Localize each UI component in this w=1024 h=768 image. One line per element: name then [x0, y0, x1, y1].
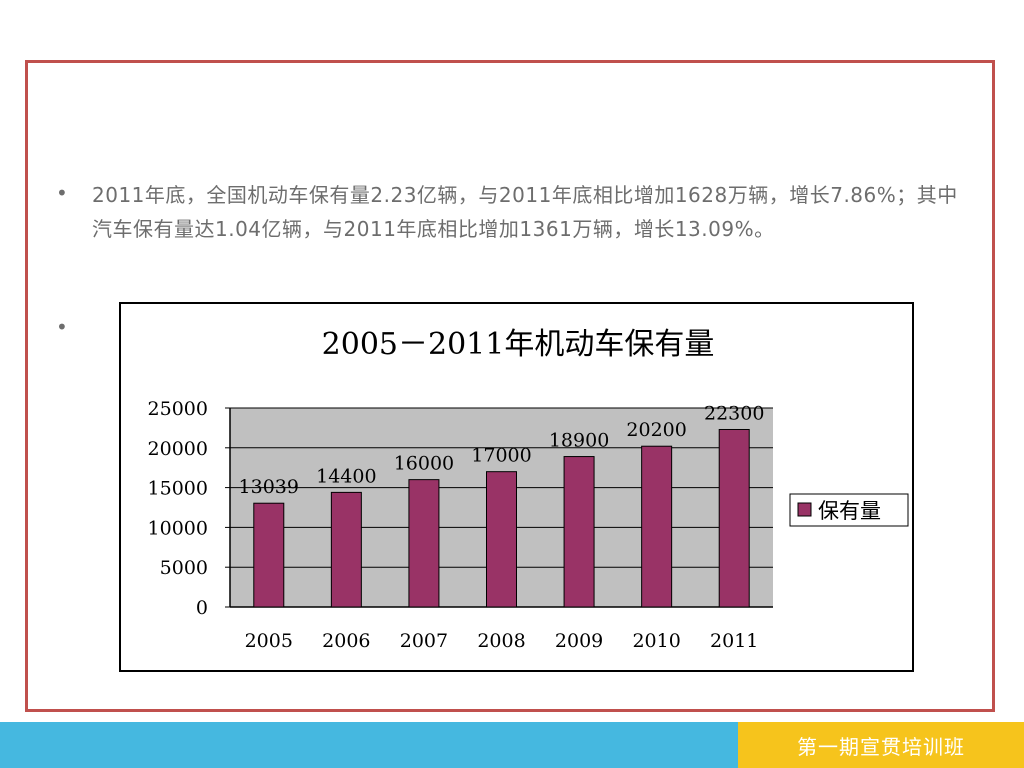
data-label-2005: 13039 — [239, 476, 299, 498]
x-tick-label-2008: 2008 — [477, 630, 525, 652]
x-tick-label-2005: 2005 — [245, 630, 293, 652]
bar-2011 — [718, 428, 750, 608]
data-label-2010: 20200 — [626, 419, 686, 441]
bar-2009 — [563, 456, 595, 608]
bar-2007 — [408, 479, 440, 608]
bullet-marker-2: • — [56, 315, 68, 339]
y-tick-label-20000: 20000 — [148, 438, 208, 460]
data-label-2006: 14400 — [316, 465, 376, 487]
y-tick-label-25000: 25000 — [148, 398, 208, 420]
bar-chart: 2005－2011年机动车保有量 0 5000 10000 15000 20000 2500… — [148, 327, 909, 652]
y-tick-label-10000: 10000 — [148, 517, 208, 539]
y-tick-label-15000: 15000 — [148, 478, 208, 500]
x-tick-label-2009: 2009 — [555, 630, 603, 652]
x-tick-label-2010: 2010 — [632, 630, 680, 652]
legend-swatch — [797, 502, 812, 517]
data-label-2009: 18900 — [549, 430, 609, 452]
footer-label-box: 第一期宣贯培训班 — [738, 722, 1024, 768]
x-tick-label-2011: 2011 — [710, 630, 758, 652]
legend-label: 保有量 — [818, 499, 881, 523]
bar-2005 — [253, 502, 285, 608]
y-tick-label-5000: 5000 — [160, 557, 208, 579]
data-label-2008: 17000 — [471, 445, 531, 467]
bar-2010 — [641, 445, 673, 608]
data-label-2011: 22300 — [704, 402, 764, 424]
chart-container: 2005－2011年机动车保有量 0 5000 10000 15000 20000 2500… — [119, 302, 914, 672]
bar-2006 — [330, 491, 362, 608]
bullet-text-1: 2011年底，全国机动车保有量2.23亿辆，与2011年底相比增加1628万辆，… — [92, 183, 958, 241]
x-tick-label-2007: 2007 — [400, 630, 448, 652]
chart-title: 2005－2011年机动车保有量 — [322, 327, 715, 362]
footer-bar — [0, 722, 738, 768]
bullet-marker-1: • — [56, 181, 68, 205]
data-label-2007: 16000 — [394, 453, 454, 475]
y-tick-label-0: 0 — [196, 597, 208, 619]
x-tick-label-2006: 2006 — [322, 630, 370, 652]
bar-2008 — [486, 471, 517, 608]
footer-label: 第一期宣贯培训班 — [797, 734, 965, 759]
